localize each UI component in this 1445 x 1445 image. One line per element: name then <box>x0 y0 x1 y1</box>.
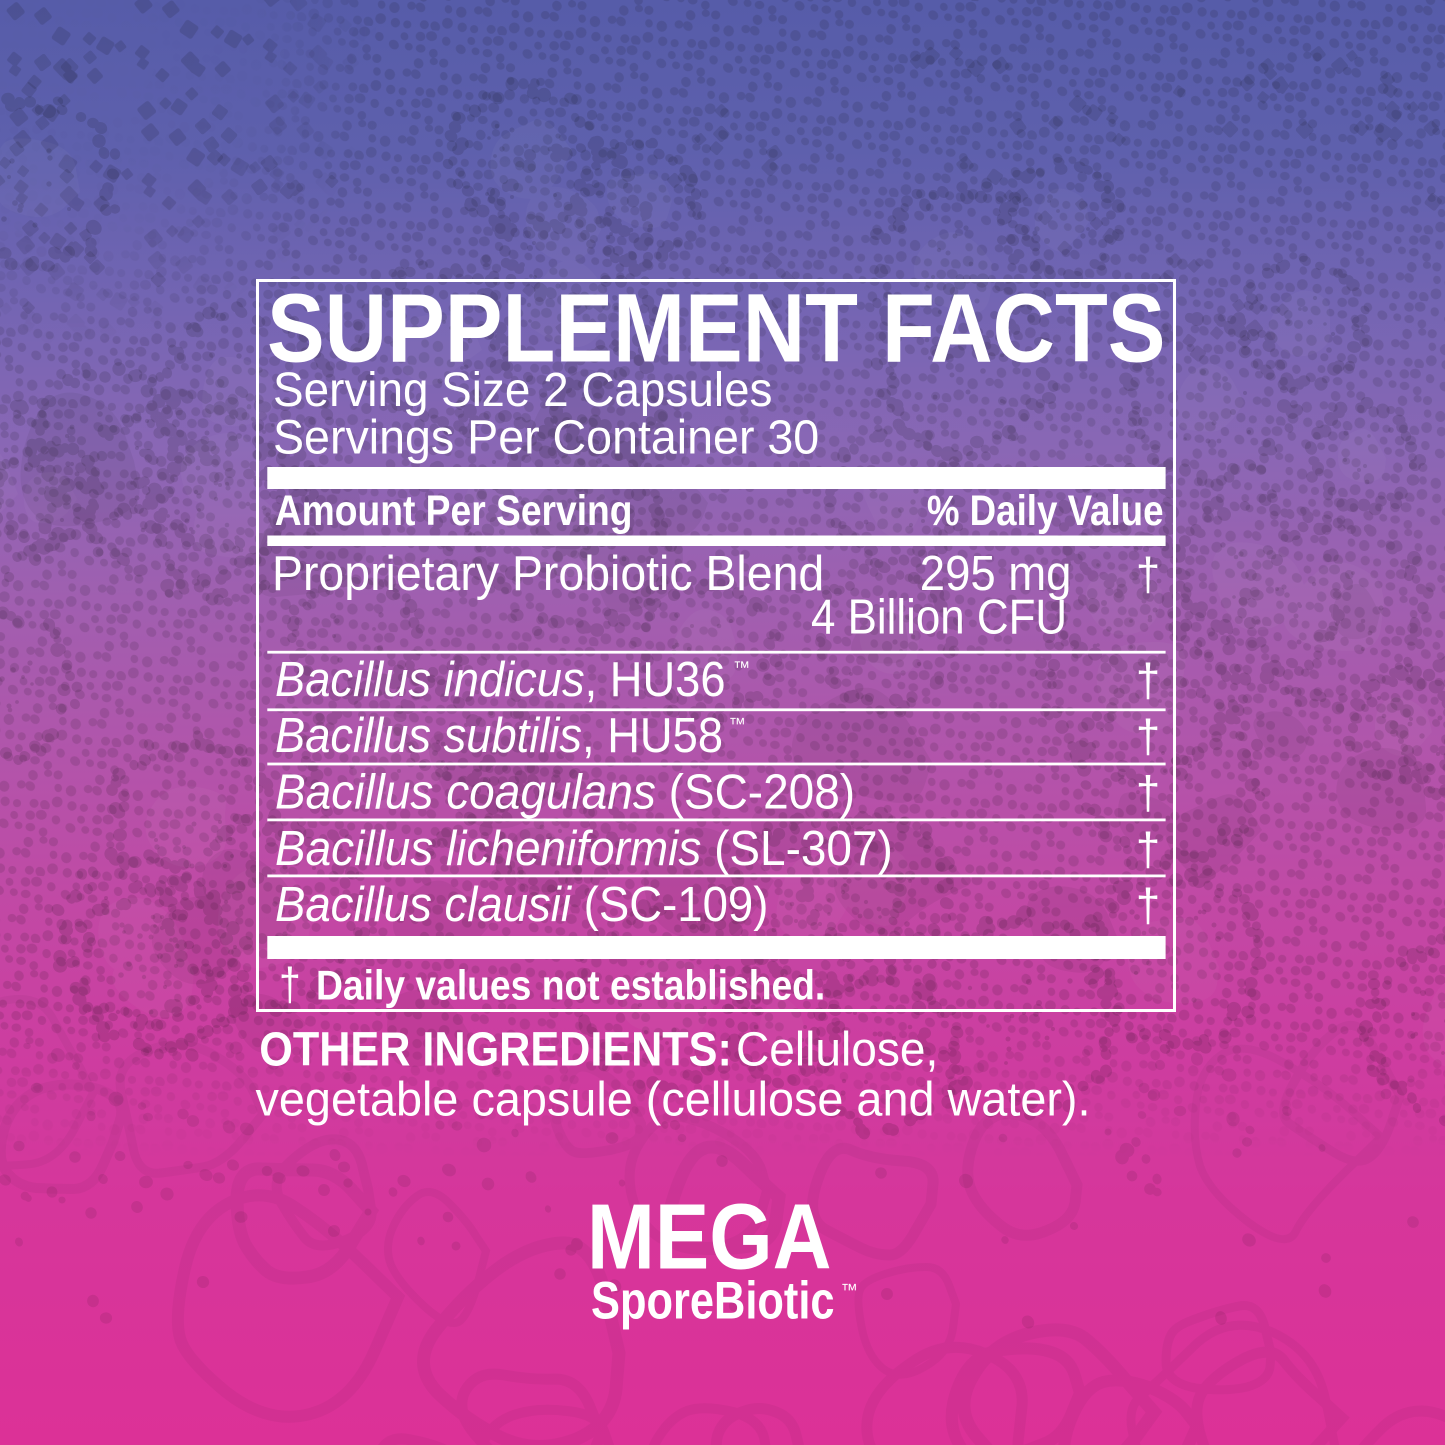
svg-text:†: † <box>1136 654 1160 706</box>
svg-text:Bacillus licheniformis (SL-307: Bacillus licheniformis (SL-307) <box>275 821 893 876</box>
svg-text:295 mg: 295 mg <box>920 546 1072 601</box>
svg-text:Servings Per Container 30: Servings Per Container 30 <box>273 411 819 465</box>
svg-text:™: ™ <box>841 1280 858 1299</box>
svg-text:Bacillus clausii (SC-109): Bacillus clausii (SC-109) <box>275 877 768 932</box>
svg-text:†: † <box>1136 879 1160 931</box>
svg-text:†: † <box>1136 548 1160 600</box>
svg-text:Bacillus subtilis, HU58: Bacillus subtilis, HU58 <box>275 708 723 763</box>
svg-text:4 Billion CFU: 4 Billion CFU <box>811 589 1067 644</box>
svg-text:% Daily Value: % Daily Value <box>927 488 1164 535</box>
svg-text:OTHER INGREDIENTS:: OTHER INGREDIENTS: <box>259 1022 732 1076</box>
svg-text:™: ™ <box>729 714 746 733</box>
svg-text:Daily values not established.: Daily values not established. <box>316 963 825 1009</box>
svg-text:Amount Per Serving: Amount Per Serving <box>275 488 633 535</box>
svg-text:SporeBiotic: SporeBiotic <box>591 1272 835 1331</box>
svg-text:Cellulose,: Cellulose, <box>736 1022 938 1076</box>
svg-text:SUPPLEMENT FACTS: SUPPLEMENT FACTS <box>267 273 1165 383</box>
svg-text:†: † <box>1136 823 1160 875</box>
svg-text:†: † <box>1136 710 1160 762</box>
svg-text:Serving Size 2 Capsules: Serving Size 2 Capsules <box>273 362 772 416</box>
svg-text:Bacillus indicus, HU36: Bacillus indicus, HU36 <box>275 652 726 707</box>
svg-text:MEGA: MEGA <box>587 1184 832 1288</box>
svg-text:Bacillus coagulans (SC-208): Bacillus coagulans (SC-208) <box>275 765 855 820</box>
svg-text:™: ™ <box>733 658 750 677</box>
svg-text:Proprietary Probiotic Blend: Proprietary Probiotic Blend <box>272 547 824 602</box>
svg-text:vegetable capsule (cellulose a: vegetable capsule (cellulose and water). <box>256 1073 1091 1127</box>
svg-text:†: † <box>279 959 301 1011</box>
svg-text:†: † <box>1136 766 1160 818</box>
